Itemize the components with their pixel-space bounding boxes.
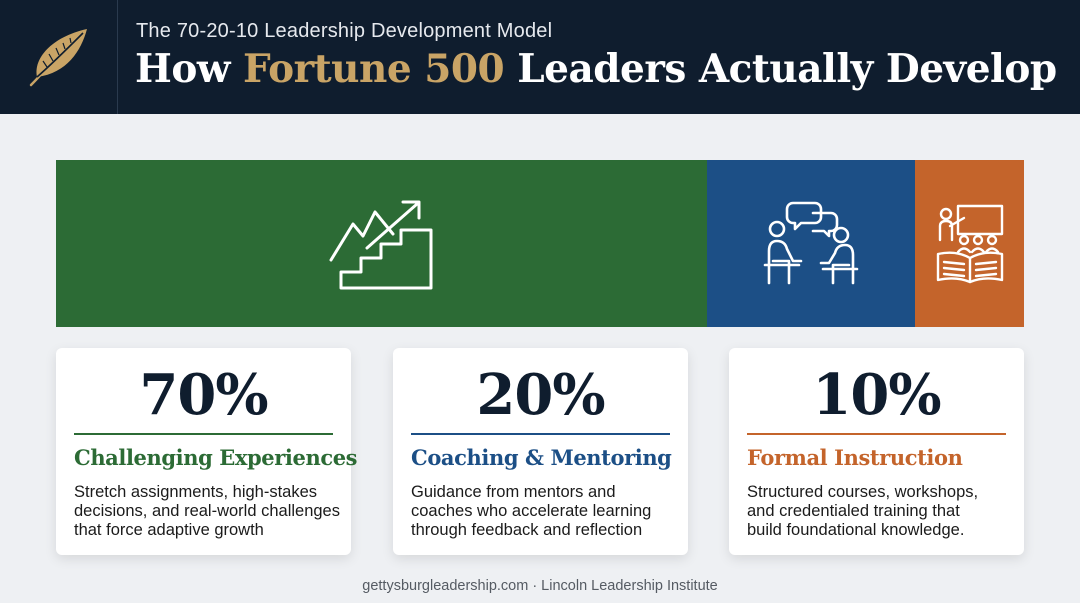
card-heading: Coaching & Mentoring [411, 445, 672, 470]
desc-line: coaches who accelerate learning [411, 502, 652, 520]
card-description: Structured courses, workshops, and crede… [747, 483, 1016, 540]
footer-credit: gettysburgleadership.com · Lincoln Leade… [362, 578, 718, 594]
page-subtitle: The 70-20-10 Leadership Development Mode… [136, 20, 553, 42]
title-part2: Leaders Actually Develop [504, 46, 1057, 92]
mentoring-conversation-icon [763, 201, 859, 284]
divider [411, 433, 670, 435]
desc-line: Guidance from mentors and [411, 483, 616, 501]
card-description: Stretch assignments, high-stakes decisio… [74, 483, 343, 540]
page-title: How Fortune 500 Leaders Actually Develop [135, 46, 1057, 92]
divider [74, 433, 333, 435]
segment-formal-instruction [915, 160, 1024, 327]
percent-value: 20% [476, 362, 605, 428]
title-accent: Fortune 500 [243, 46, 505, 92]
card-heading: Formal Instruction [747, 445, 963, 470]
feather-icon [29, 29, 87, 87]
card-description: Guidance from mentors and coaches who ac… [411, 483, 680, 540]
desc-line: Stretch assignments, high-stakes [74, 483, 318, 501]
stairs-growth-icon [329, 200, 432, 289]
logo [0, 0, 118, 114]
percent-value: 70% [139, 362, 268, 428]
desc-line: build foundational knowledge. [747, 521, 965, 539]
header-banner: The 70-20-10 Leadership Development Mode… [0, 0, 1080, 114]
desc-line: decisions, and real-world challenges [74, 502, 340, 520]
desc-line: that force adaptive growth [74, 521, 264, 539]
desc-line: Structured courses, workshops, [747, 483, 979, 501]
desc-line: and credentialed training that [747, 502, 960, 520]
percent-value: 10% [812, 362, 941, 428]
card-heading: Challenging Experiences [74, 445, 358, 470]
card-formal-instruction: 10% Formal Instruction Structured course… [729, 348, 1024, 555]
card-coaching-mentoring: 20% Coaching & Mentoring Guidance from m… [393, 348, 688, 555]
title-part1: How [135, 46, 244, 92]
divider [747, 433, 1006, 435]
segment-coaching-mentoring [707, 160, 915, 327]
desc-line: through feedback and reflection [411, 521, 643, 539]
segment-challenging-experiences [56, 160, 707, 327]
card-challenging-experiences: 70% Challenging Experiences Stretch assi… [56, 348, 358, 555]
classroom-instruction-icon [936, 204, 1003, 283]
